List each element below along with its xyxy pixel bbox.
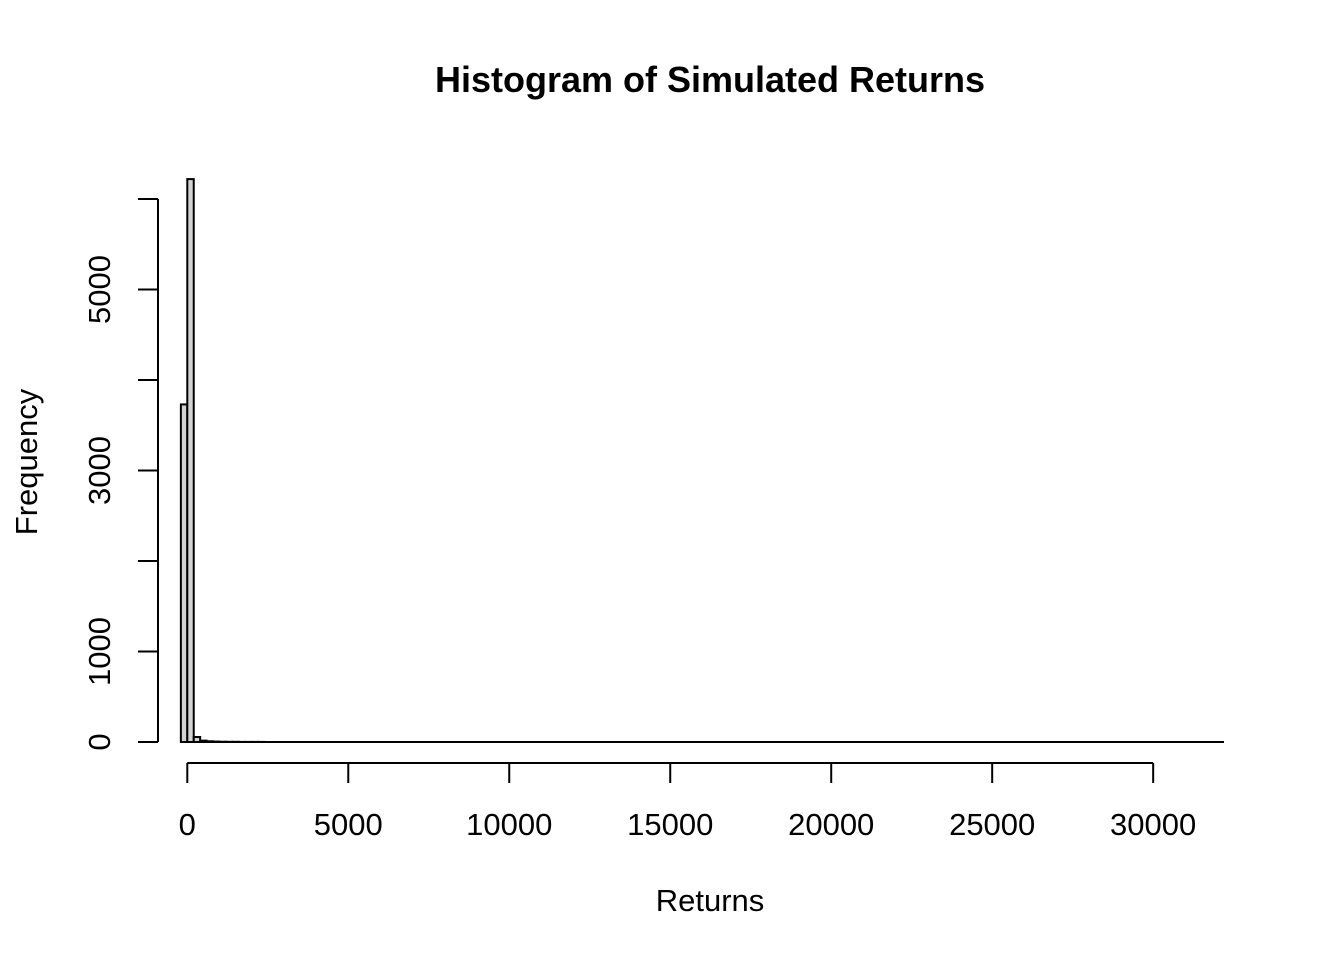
y-tick-label: 5000 [82, 255, 117, 324]
histogram-bar [192, 736, 202, 744]
y-tick-label: 0 [82, 733, 117, 750]
y-axis-label: Frequency [9, 388, 44, 535]
x-tick-label: 0 [179, 807, 196, 842]
x-tick-label: 5000 [314, 807, 383, 842]
x-tick-label: 15000 [627, 807, 713, 842]
histogram-bar [186, 178, 195, 743]
bars-layer [179, 178, 1224, 744]
x-axis-label: Returns [656, 883, 765, 918]
y-tick-label: 1000 [82, 617, 117, 686]
chart-title: Histogram of Simulated Returns [435, 59, 985, 100]
x-axis: 0 5000 10000 15000 20000 25000 30000 [179, 762, 1196, 842]
x-tick-label: 20000 [788, 807, 874, 842]
x-tick-label: 25000 [949, 807, 1035, 842]
x-tick-label: 10000 [466, 807, 552, 842]
y-axis: 0 1000 3000 5000 [82, 198, 159, 751]
y-tick-label: 3000 [82, 436, 117, 505]
x-tick-label: 30000 [1110, 807, 1196, 842]
